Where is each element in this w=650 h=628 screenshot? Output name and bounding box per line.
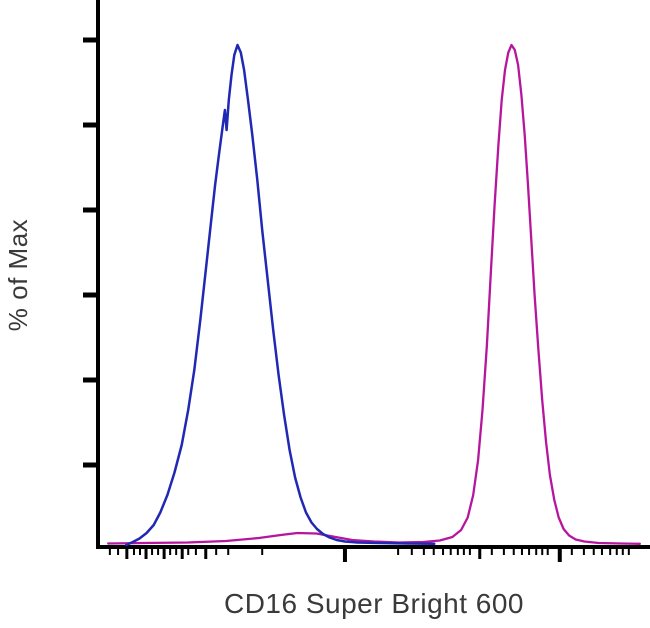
- x-axis-tick-minor: [462, 549, 465, 555]
- x-axis-tick-minor: [132, 549, 135, 555]
- x-axis-tick-minor: [627, 549, 630, 555]
- x-axis-tick-medium: [144, 549, 148, 559]
- y-axis-tick: [83, 37, 96, 43]
- x-axis-tick-minor: [422, 549, 425, 555]
- x-axis-tick-minor: [169, 549, 172, 555]
- x-axis-tick-minor: [449, 549, 452, 555]
- x-axis-line: [96, 545, 650, 549]
- x-axis-tick-minor: [456, 549, 459, 555]
- x-axis-tick-minor: [468, 549, 471, 555]
- x-axis-tick-minor: [502, 549, 505, 555]
- x-axis-tick-minor: [615, 549, 618, 555]
- x-axis-tick-minor: [520, 549, 523, 555]
- x-axis-tick-minor: [151, 549, 154, 555]
- x-axis-tick-medium: [162, 549, 166, 559]
- x-axis-tick-minor: [490, 549, 493, 555]
- y-axis-label: % of Max: [3, 218, 33, 332]
- x-axis-tick-minor: [621, 549, 624, 555]
- y-axis-tick: [83, 292, 96, 298]
- x-axis-tick-minor: [512, 549, 515, 555]
- x-axis-tick-minor: [535, 549, 538, 555]
- x-axis-tick-minor: [582, 549, 585, 555]
- x-axis-tick-minor: [139, 549, 142, 555]
- x-axis-tick-minor: [541, 549, 544, 555]
- x-axis-tick-major: [557, 549, 562, 562]
- y-axis-tick: [83, 122, 96, 128]
- y-axis-tick: [83, 207, 96, 213]
- blue-curve: [125, 43, 436, 547]
- x-axis-tick-major: [342, 549, 347, 562]
- x-axis-tick-minor: [215, 549, 218, 555]
- x-axis-tick-minor: [157, 549, 160, 555]
- x-axis-tick-minor: [194, 549, 197, 555]
- x-axis-tick-medium: [125, 549, 129, 559]
- y-axis-tick: [83, 377, 96, 383]
- x-axis-tick-minor: [261, 549, 264, 555]
- x-axis-tick-minor: [227, 549, 230, 555]
- x-axis-tick-minor: [108, 549, 111, 555]
- magenta-curve: [107, 43, 641, 545]
- x-axis-tick-minor: [609, 549, 612, 555]
- y-axis-line: [96, 0, 100, 549]
- x-axis-tick-minor: [600, 549, 603, 555]
- x-axis-tick-minor: [175, 549, 178, 555]
- x-axis-tick-minor: [397, 549, 400, 555]
- x-axis-tick-minor: [442, 549, 445, 555]
- x-axis-tick-medium: [180, 549, 184, 559]
- x-axis-tick-medium: [204, 549, 208, 559]
- x-axis-tick-minor: [592, 549, 595, 555]
- x-axis-tick-minor: [528, 549, 531, 555]
- x-axis-tick-minor: [117, 549, 120, 555]
- x-axis-tick-minor: [546, 549, 549, 555]
- x-axis-tick-minor: [432, 549, 435, 555]
- x-axis-tick-medium: [478, 549, 482, 559]
- x-axis-tick-minor: [570, 549, 573, 555]
- x-axis-label: CD16 Super Bright 600: [223, 588, 524, 619]
- x-axis-tick-minor: [187, 549, 190, 555]
- x-axis-tick-minor: [410, 549, 413, 555]
- y-axis-tick: [83, 462, 96, 468]
